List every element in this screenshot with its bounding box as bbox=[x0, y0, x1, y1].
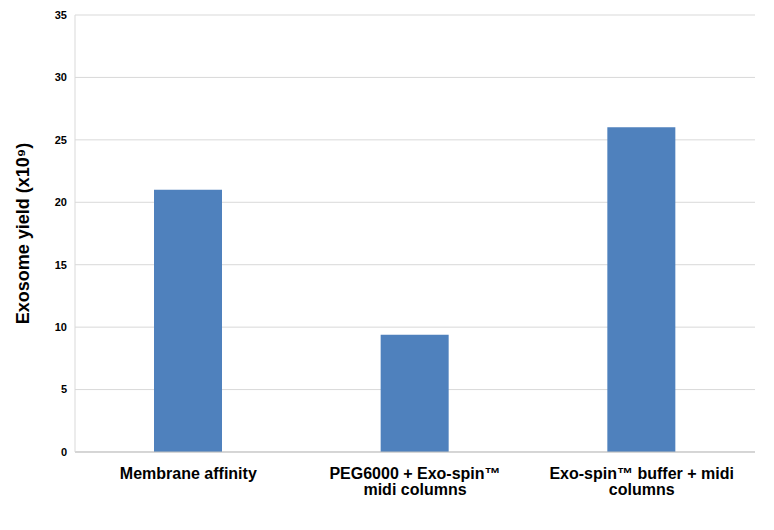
svg-text:Exo-spin™ buffer + midicolumns: Exo-spin™ buffer + midicolumns bbox=[549, 465, 733, 498]
svg-text:PEG6000 + Exo-spin™midi column: PEG6000 + Exo-spin™midi columns bbox=[329, 465, 500, 498]
svg-text:30: 30 bbox=[55, 71, 67, 83]
svg-text:Exosome yield (x10⁹): Exosome yield (x10⁹) bbox=[13, 143, 33, 325]
svg-text:Membrane affinity: Membrane affinity bbox=[120, 465, 257, 482]
svg-text:15: 15 bbox=[55, 259, 67, 271]
svg-text:0: 0 bbox=[61, 446, 67, 458]
svg-text:25: 25 bbox=[55, 134, 67, 146]
svg-text:5: 5 bbox=[61, 383, 67, 395]
svg-text:35: 35 bbox=[55, 9, 67, 21]
svg-text:10: 10 bbox=[55, 321, 67, 333]
svg-text:20: 20 bbox=[55, 196, 67, 208]
